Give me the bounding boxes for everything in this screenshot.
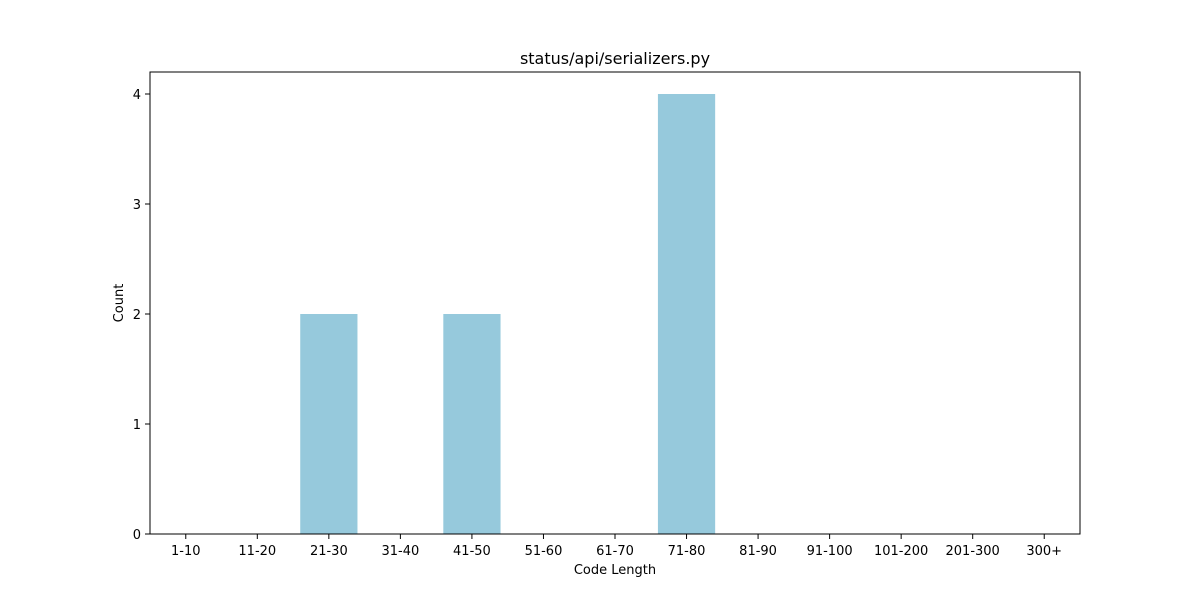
bar-21-30 (300, 314, 358, 534)
bar-41-50 (443, 314, 501, 534)
y-tick-label: 4 (133, 88, 141, 103)
bar-71-80 (657, 94, 716, 534)
x-tick-label: 101-200 (874, 544, 928, 559)
y-axis-label: Count (112, 284, 127, 323)
plot-frame (149, 71, 1081, 535)
x-tick-label: 300+ (1026, 544, 1062, 559)
x-tick-label: 41-50 (453, 544, 491, 559)
x-tick-label: 1-10 (171, 544, 201, 559)
y-tick-label: 2 (133, 308, 141, 323)
x-tick-label: 31-40 (381, 544, 419, 559)
x-tick-label: 11-20 (238, 544, 276, 559)
y-tick-label: 1 (133, 418, 141, 433)
x-tick-label: 81-90 (739, 544, 777, 559)
chart-title: status/api/serializers.py (520, 49, 710, 68)
y-tick-label: 3 (133, 198, 141, 213)
x-tick-label: 91-100 (807, 544, 853, 559)
x-tick-label: 71-80 (668, 544, 706, 559)
x-tick-label: 201-300 (946, 544, 1000, 559)
x-tick-label: 21-30 (310, 544, 348, 559)
x-tick-label: 61-70 (596, 544, 634, 559)
y-axis: 0 1 2 3 4 (133, 88, 150, 543)
x-tick-label: 51-60 (525, 544, 563, 559)
y-tick-label: 0 (133, 528, 141, 543)
x-axis: 1-10 11-20 21-30 31-40 41-50 51-60 61-70 71-80 8… (171, 534, 1062, 559)
x-axis-label: Code Length (574, 563, 656, 578)
bars-layer (300, 94, 716, 534)
